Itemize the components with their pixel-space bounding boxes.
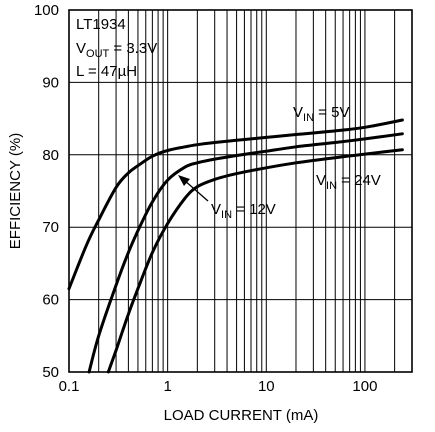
y-tick-label: 100 [34, 2, 59, 19]
y-axis-title: EFFICIENCY (%) [7, 133, 24, 249]
series-label-12v: VIN = 12V [211, 201, 276, 221]
x-tick-label: 1 [163, 378, 171, 395]
series-curves [67, 118, 404, 374]
label-pointer-arrowhead [178, 175, 190, 186]
plot-frame [68, 9, 413, 373]
series-line-vin-24v [106, 148, 404, 374]
series-label-5v: VIN = 5V [293, 104, 349, 124]
x-axis-title: LOAD CURRENT (mA) [164, 407, 319, 424]
vout-note: VOUT = 3.3V [76, 40, 157, 60]
x-tick-label: 100 [352, 378, 377, 395]
y-tick-label: 50 [42, 364, 59, 381]
y-tick-label: 70 [42, 219, 59, 236]
grid-lines [69, 10, 412, 372]
inductor-note: L = 47µH [76, 63, 137, 80]
x-tick-label: 0.1 [59, 378, 80, 395]
series-line-vin-12v [87, 132, 404, 374]
part-number-note: LT1934 [76, 16, 126, 33]
y-tick-label: 90 [42, 74, 59, 91]
series-label-24v: VIN = 24V [316, 172, 381, 192]
series-line-vin-5v [67, 118, 404, 291]
y-tick-label: 60 [42, 292, 59, 309]
tick-labels: 0.1 1 10 100 50 60 70 80 90 100 [34, 2, 377, 395]
label-pointer-arrow [183, 179, 209, 202]
y-tick-label: 80 [42, 147, 59, 164]
x-tick-label: 10 [258, 378, 275, 395]
